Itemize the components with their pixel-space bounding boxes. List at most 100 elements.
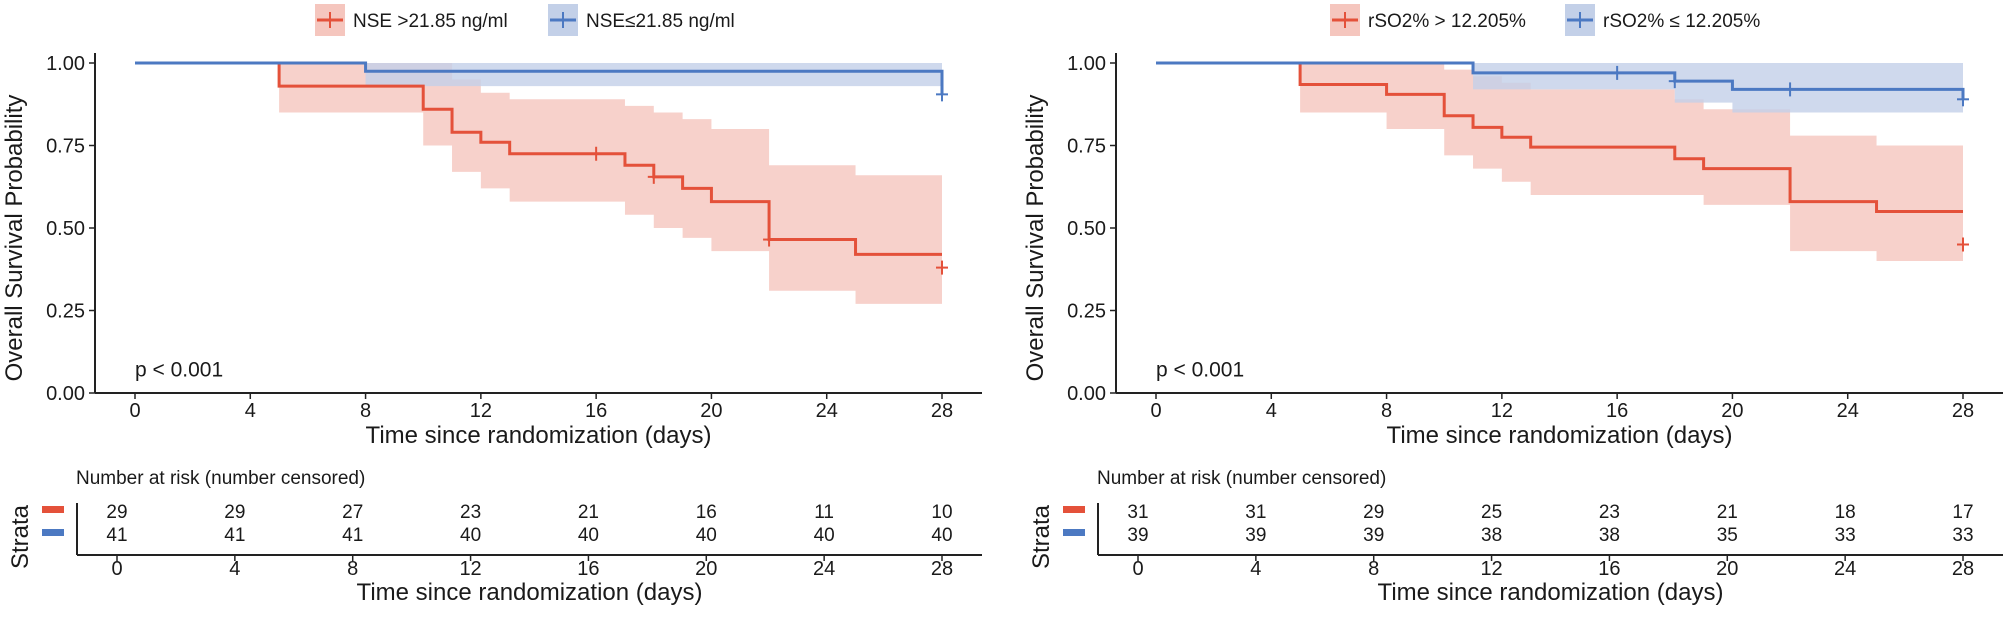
risk-value: 40 (696, 525, 717, 546)
legend-label: NSE≤21.85 ng/ml (586, 11, 735, 32)
y-tick-label: 0.50 (46, 218, 85, 240)
risk-value: 41 (224, 525, 245, 546)
censor-mark-low (1611, 65, 1624, 80)
y-tick-label: 0.00 (46, 383, 85, 405)
censor-mark-high (763, 232, 776, 247)
risk-x-tick-label: 12 (1480, 558, 1502, 580)
risk-value: 29 (224, 502, 245, 523)
risk-value: 31 (1245, 502, 1266, 523)
strata-label: Strata (7, 504, 34, 569)
x-tick-label: 8 (360, 400, 371, 422)
y-tick-label: 0.50 (1067, 218, 1106, 240)
risk-x-tick-label: 12 (459, 558, 481, 580)
ci-band-low (1156, 63, 1963, 113)
legend-item-high: rSO2% > 12.205% (1330, 4, 1526, 36)
ci-band-low (135, 63, 942, 87)
p-value: p < 0.001 (135, 359, 223, 382)
strata-label: Strata (1028, 504, 1055, 569)
x-tick-label: 20 (1721, 400, 1743, 422)
risk-table: Number at risk (number censored) 31 31 29 25… (1028, 468, 2003, 606)
x-tick-label: 0 (129, 400, 140, 422)
risk-value: 29 (1363, 502, 1384, 523)
risk-value: 17 (1952, 502, 1973, 523)
risk-value: 39 (1363, 525, 1384, 546)
risk-value: 39 (1127, 525, 1148, 546)
risk-value: 40 (931, 525, 952, 546)
y-axis-label: Overall Survival Probability (1, 95, 28, 382)
risk-value: 33 (1952, 525, 1973, 546)
risk-value: 41 (106, 525, 127, 546)
risk-x-tick-label: 0 (111, 558, 122, 580)
x-tick-label: 4 (245, 400, 256, 422)
risk-value: 23 (1599, 502, 1620, 523)
risk-value: 39 (1245, 525, 1266, 546)
x-tick-label: 24 (816, 400, 838, 422)
y-tick-label: 0.75 (1067, 136, 1106, 158)
risk-x-tick-label: 28 (1952, 558, 1974, 580)
legend-label: NSE >21.85 ng/ml (353, 11, 508, 32)
censor-mark-high (590, 146, 603, 161)
x-tick-label: 24 (1837, 400, 1859, 422)
risk-value: 38 (1599, 525, 1620, 546)
risk-x-tick-label: 16 (1598, 558, 1620, 580)
risk-value: 41 (342, 525, 363, 546)
censor-mark-low (1784, 82, 1797, 97)
risk-x-tick-label: 8 (1368, 558, 1379, 580)
x-tick-label: 28 (1952, 400, 1974, 422)
x-tick-label: 0 (1150, 400, 1161, 422)
x-tick-label: 28 (931, 400, 953, 422)
risk-value: 40 (578, 525, 599, 546)
survival-curve-high (1156, 61, 1963, 213)
strata-swatch-high (42, 506, 64, 513)
y-tick-label: 1.00 (46, 53, 85, 75)
ci-band-high (135, 63, 942, 304)
risk-value: 38 (1481, 525, 1502, 546)
risk-x-tick-label: 4 (229, 558, 240, 580)
legend-label: rSO2% > 12.205% (1368, 11, 1526, 32)
risk-x-tick-label: 24 (813, 558, 835, 580)
censor-mark-high (1957, 237, 1969, 252)
risk-value: 40 (460, 525, 481, 546)
risk-value: 23 (460, 502, 481, 523)
risk-value: 33 (1835, 525, 1856, 546)
risk-x-tick-label: 24 (1834, 558, 1856, 580)
risk-value: 21 (1717, 502, 1738, 523)
risk-value: 10 (931, 502, 952, 523)
risk-value: 27 (342, 502, 363, 523)
strata-swatch-high (1063, 506, 1085, 513)
risk-table-title: Number at risk (number censored) (76, 468, 365, 489)
strata-swatch-low (1063, 529, 1085, 536)
risk-x-tick-label: 20 (695, 558, 717, 580)
strata-swatch-low (42, 529, 64, 536)
risk-table: Number at risk (number censored) 29 29 27 23… (7, 468, 982, 606)
censor-mark-high (647, 169, 660, 184)
x-axis-label: Time since randomization (days) (1387, 422, 1733, 449)
legend-item-low: NSE≤21.85 ng/ml (548, 4, 735, 36)
survival-curve-low (135, 61, 944, 95)
risk-table-x-label: Time since randomization (days) (1378, 579, 1724, 606)
y-axis-label: Overall Survival Probability (1022, 95, 1049, 382)
censor-mark-high (936, 260, 948, 275)
risk-x-tick-label: 0 (1132, 558, 1143, 580)
legend-item-low: rSO2% ≤ 12.205% (1565, 4, 1760, 36)
x-tick-label: 20 (700, 400, 722, 422)
risk-x-tick-label: 4 (1250, 558, 1261, 580)
censor-mark-low (1957, 92, 1969, 107)
x-tick-label: 4 (1266, 400, 1277, 422)
km-panel-1: NSE >21.85 ng/ml NSE≤21.85 ng/ml 0.00 0.25 0… (1, 4, 982, 606)
risk-table-x-label: Time since randomization (days) (357, 579, 703, 606)
p-value: p < 0.001 (1156, 359, 1244, 382)
risk-value: 35 (1717, 525, 1738, 546)
risk-x-tick-label: 8 (347, 558, 358, 580)
risk-value: 25 (1481, 502, 1502, 523)
km-panel-2: rSO2% > 12.205% rSO2% ≤ 12.205% 0.00 0.25 0.… (1022, 4, 2003, 606)
y-tick-label: 0.25 (1067, 301, 1106, 323)
x-tick-label: 8 (1381, 400, 1392, 422)
risk-value: 29 (106, 502, 127, 523)
x-tick-label: 12 (470, 400, 492, 422)
survival-curve-high (135, 61, 942, 256)
y-tick-label: 1.00 (1067, 53, 1106, 75)
risk-value: 40 (814, 525, 835, 546)
censor-mark-low (936, 87, 948, 102)
